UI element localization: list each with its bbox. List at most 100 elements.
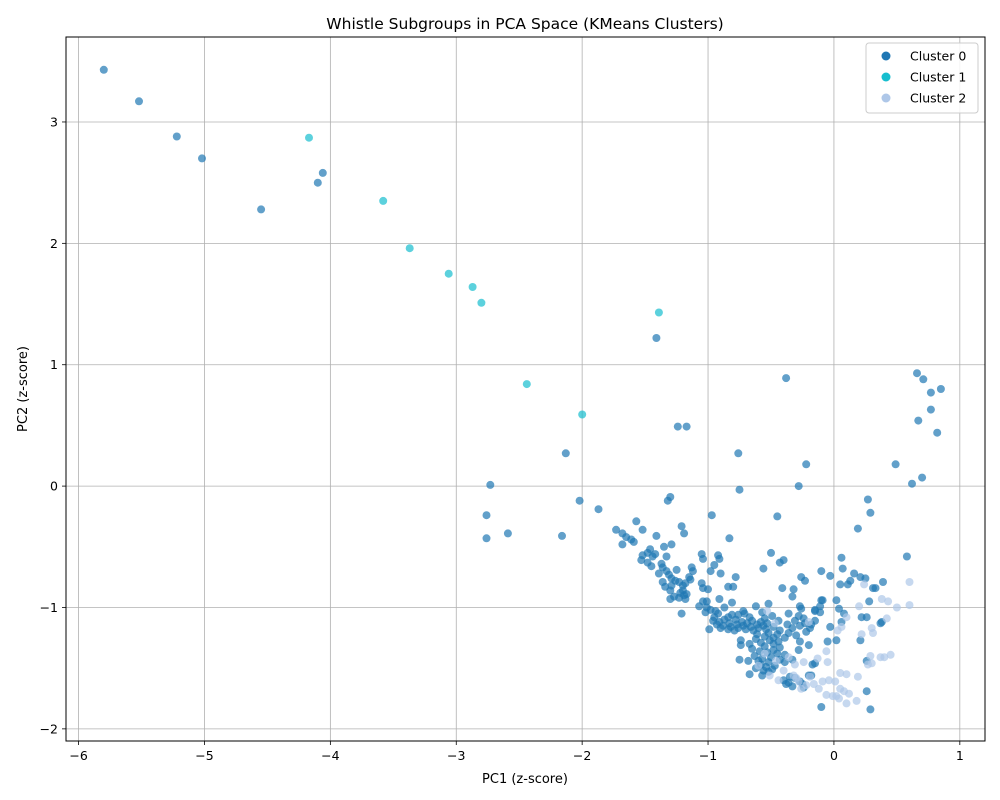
data-point [724,625,733,634]
data-point [822,690,831,699]
data-point [704,585,712,594]
data-point [773,512,782,521]
data-point [818,677,827,686]
data-point [729,582,738,591]
data-point [918,473,927,482]
data-point [804,618,813,626]
data-point [799,658,808,667]
data-point [811,607,819,616]
data-point [768,612,777,620]
x-tick-label: −2 [573,748,591,763]
data-point [637,556,646,565]
data-point [905,601,914,610]
data-point [731,573,740,582]
data-point [860,580,869,589]
y-tick-label: 3 [50,114,58,129]
plot-frame [65,36,986,742]
data-point [933,428,942,437]
data-point [680,529,689,538]
data-point [861,574,870,583]
data-point [575,496,584,505]
data-point [853,524,862,533]
data-point [788,592,797,601]
data-point [866,705,875,714]
data-point [135,97,143,106]
data-point [477,298,486,307]
data-point [877,595,886,603]
data-point [681,595,690,603]
legend-label: Cluster 2 [910,91,966,106]
data-point [792,673,801,682]
data-point [842,670,851,679]
data-point [865,597,874,606]
data-point [728,598,736,607]
legend-label: Cluster 1 [910,70,966,85]
data-point [832,596,841,605]
data-point [782,680,791,688]
data-point [863,660,872,669]
data-point [814,684,823,693]
data-point [558,531,566,540]
data-point [823,658,832,667]
data-point [751,602,760,611]
y-tick-label: 2 [50,236,58,251]
data-point [682,422,691,431]
data-point [788,682,797,691]
data-point [808,660,817,669]
data-point [710,561,719,569]
data-point [832,636,841,645]
data-point [882,614,891,623]
data-point [652,531,661,540]
data-point [838,564,847,573]
plot-background [66,37,985,741]
data-point [760,642,769,651]
data-point [767,548,775,557]
data-point [486,480,495,489]
data-point [818,596,827,605]
data-point [809,680,818,688]
data-point [862,687,871,696]
data-point [654,308,663,317]
data-point [198,154,206,163]
legend-marker [881,72,891,82]
data-point [775,643,784,652]
data-point [802,627,811,636]
data-point [919,375,928,384]
y-axis-label: PC2 (z-score) [16,346,31,432]
data-point [647,562,656,571]
data-point [744,656,753,665]
legend-marker [881,51,891,61]
data-point [522,380,531,389]
data-point [405,244,414,253]
data-point [765,671,774,680]
data-point [313,178,322,187]
data-point [824,676,833,685]
data-point [879,578,887,586]
data-point [826,571,835,580]
data-point [790,660,799,669]
data-point [913,369,921,378]
data-points [99,65,945,714]
data-point [845,689,853,698]
data-point [666,586,675,595]
data-point [741,625,750,634]
data-point [905,578,914,586]
data-point [782,374,791,383]
data-point [866,652,875,660]
data-point [822,647,831,656]
data-point [648,552,657,561]
data-point [660,542,668,551]
data-point [172,132,181,141]
data-point [794,646,803,654]
series-cluster-1 [305,133,663,419]
data-point [802,460,811,469]
data-point [720,603,729,612]
data-point [716,569,725,578]
data-point [817,703,826,711]
y-tick-label: 1 [50,357,58,372]
data-point [891,460,900,469]
data-point [866,508,875,517]
data-point [305,133,313,142]
data-point [482,511,491,520]
grid-lines [66,37,985,741]
